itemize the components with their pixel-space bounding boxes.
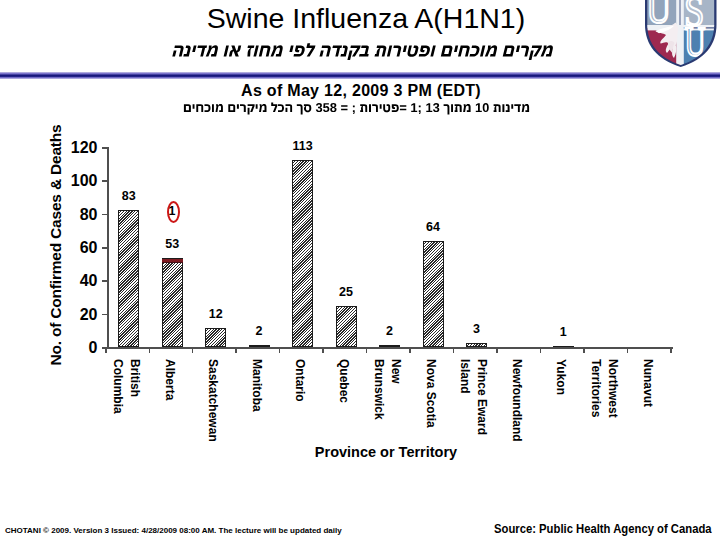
svg-text:U: U: [684, 19, 705, 65]
